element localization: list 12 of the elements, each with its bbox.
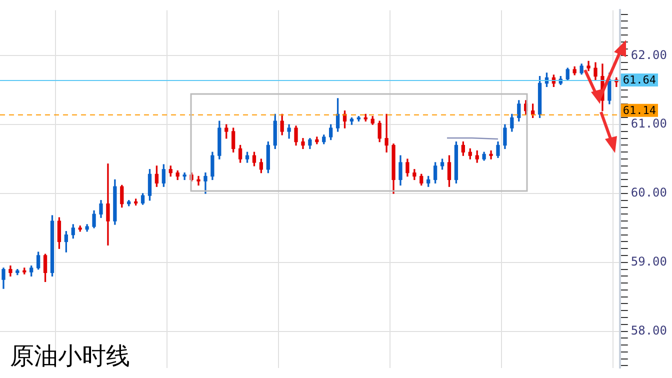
candlestick <box>489 150 493 160</box>
y-tick-label: 60.00 <box>630 186 667 200</box>
y-tick-label: 62.00 <box>630 48 667 62</box>
text: 原油小时线 <box>10 341 130 372</box>
candlestick <box>106 164 110 246</box>
y-tick-label: 61.00 <box>630 116 667 131</box>
candlestick <box>196 176 200 186</box>
y-tick-label: 58.00 <box>630 323 667 338</box>
ref-line-label: 61.14 <box>622 104 656 117</box>
candlestick <box>384 114 388 152</box>
ref-line-label: 61.64 <box>622 73 656 86</box>
y-tick-label: 59.00 <box>630 254 667 269</box>
